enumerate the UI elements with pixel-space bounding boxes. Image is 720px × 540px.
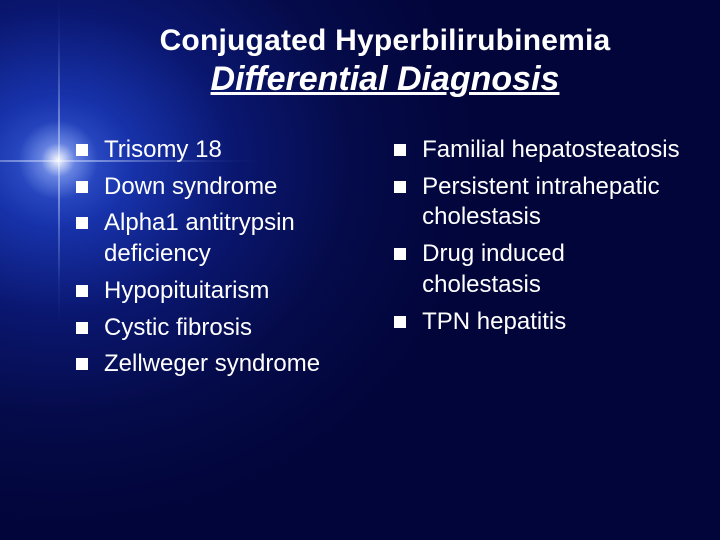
list-item-text: Drug induced cholestasis — [422, 239, 680, 300]
square-bullet-icon — [394, 316, 406, 328]
list-item-text: Hypopituitarism — [104, 276, 376, 307]
content-columns: Trisomy 18 Down syndrome Alpha1 antitryp… — [40, 135, 680, 386]
list-item: TPN hepatitis — [394, 307, 680, 338]
list-item: Persistent intrahepatic cholestasis — [394, 172, 680, 233]
square-bullet-icon — [76, 358, 88, 370]
left-column: Trisomy 18 Down syndrome Alpha1 antitryp… — [76, 135, 376, 386]
slide: Conjugated Hyperbilirubinemia Differenti… — [0, 0, 720, 540]
title-block: Conjugated Hyperbilirubinemia Differenti… — [90, 24, 680, 99]
square-bullet-icon — [76, 181, 88, 193]
list-item: Zellweger syndrome — [76, 349, 376, 380]
list-item-text: Familial hepatosteatosis — [422, 135, 680, 166]
square-bullet-icon — [76, 144, 88, 156]
square-bullet-icon — [76, 217, 88, 229]
list-item-text: Zellweger syndrome — [104, 349, 376, 380]
square-bullet-icon — [394, 181, 406, 193]
title-subtitle: Differential Diagnosis — [90, 60, 680, 99]
list-item: Familial hepatosteatosis — [394, 135, 680, 166]
list-item: Alpha1 antitrypsin deficiency — [76, 208, 376, 269]
list-item-text: Alpha1 antitrypsin deficiency — [104, 208, 376, 269]
list-item-text: Cystic fibrosis — [104, 313, 376, 344]
square-bullet-icon — [394, 144, 406, 156]
title-main: Conjugated Hyperbilirubinemia — [90, 24, 680, 58]
square-bullet-icon — [76, 322, 88, 334]
list-item: Hypopituitarism — [76, 276, 376, 307]
list-item: Down syndrome — [76, 172, 376, 203]
square-bullet-icon — [76, 285, 88, 297]
list-item: Trisomy 18 — [76, 135, 376, 166]
list-item: Drug induced cholestasis — [394, 239, 680, 300]
right-column: Familial hepatosteatosis Persistent intr… — [394, 135, 680, 386]
list-item: Cystic fibrosis — [76, 313, 376, 344]
list-item-text: Down syndrome — [104, 172, 376, 203]
square-bullet-icon — [394, 248, 406, 260]
list-item-text: Persistent intrahepatic cholestasis — [422, 172, 680, 233]
list-item-text: Trisomy 18 — [104, 135, 376, 166]
list-item-text: TPN hepatitis — [422, 307, 680, 338]
